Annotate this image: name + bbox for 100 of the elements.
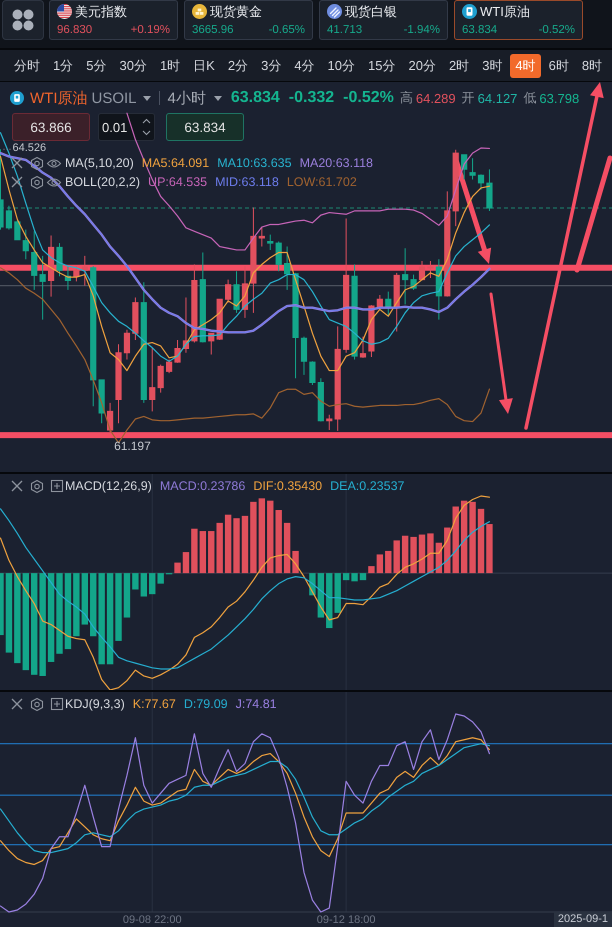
- candlestick: [225, 279, 232, 304]
- bar: [275, 510, 282, 574]
- price-field: 63.866: [12, 113, 90, 141]
- candlestick: [376, 294, 383, 310]
- candlestick: [478, 174, 484, 190]
- bar: [444, 528, 450, 574]
- bar: [124, 573, 130, 618]
- candlestick: [48, 235, 54, 298]
- text: K:77.67: [132, 697, 176, 711]
- bar: [460, 500, 468, 574]
- bar: [292, 550, 299, 574]
- candlestick: [132, 297, 138, 340]
- legend-title: MACD(12,26,9): [65, 479, 152, 493]
- candlestick: [343, 218, 350, 354]
- candlestick: [351, 264, 358, 360]
- bar: [200, 531, 206, 574]
- bar: [410, 536, 417, 574]
- text: 4时: [510, 54, 541, 78]
- bar: [174, 562, 181, 574]
- price-field: 63.834: [166, 113, 244, 141]
- candlestick: [334, 326, 341, 432]
- card: WTI原油 63.834 -0.52%: [454, 0, 583, 40]
- bar: [191, 528, 198, 574]
- candlestick: [276, 240, 282, 272]
- candlestick: [469, 158, 476, 180]
- bar: [427, 533, 434, 574]
- text: 日K: [193, 56, 215, 74]
- text: J:74.81: [236, 697, 277, 711]
- bar: [56, 573, 63, 654]
- text: 2025-09-1: [554, 912, 612, 927]
- candlestick: [124, 329, 130, 360]
- bar: [22, 573, 29, 670]
- text: 63.834: [230, 89, 280, 107]
- bar: [14, 573, 21, 664]
- text: LOW:61.702: [286, 175, 357, 189]
- text: 5分: [86, 56, 106, 74]
- annotation: MA(5,10,20): [65, 156, 134, 170]
- text: -0.52%: [343, 89, 394, 107]
- bar: [250, 502, 257, 574]
- bar: [469, 502, 476, 574]
- bar: [385, 550, 392, 574]
- candlestick: [309, 360, 316, 386]
- bar: [157, 573, 164, 584]
- text: 开: [462, 89, 475, 107]
- candlestick: [418, 260, 426, 280]
- candlestick: [115, 344, 122, 424]
- card: 现货白银 41.713 -1.94%: [319, 0, 448, 40]
- bar: [216, 522, 223, 574]
- text: 64.289: [416, 90, 456, 106]
- candlestick: [427, 260, 434, 278]
- bar: [64, 573, 72, 650]
- text: 2时: [448, 56, 470, 74]
- bar: [98, 573, 105, 664]
- candlestick: [90, 266, 96, 407]
- text: 1分: [53, 56, 74, 74]
- candlestick: [31, 230, 38, 290]
- chart-subtitle: USOIL: [92, 90, 137, 106]
- annotation: 64.526: [12, 142, 46, 154]
- candlestick: [360, 336, 366, 358]
- bar: [258, 498, 266, 574]
- text: 30分: [119, 56, 147, 74]
- bar: [394, 540, 400, 574]
- text: 6时: [548, 56, 569, 74]
- bar: [360, 573, 366, 580]
- candlestick: [258, 226, 265, 248]
- candlestick: [40, 255, 46, 320]
- bar: [267, 500, 274, 574]
- text: DEA:0.23537: [330, 479, 404, 493]
- text: 2分: [228, 56, 248, 74]
- candlestick: [284, 246, 290, 290]
- bar: [140, 573, 148, 597]
- candlestick: [444, 190, 450, 298]
- bar: [326, 573, 332, 628]
- bar: [402, 536, 408, 574]
- candlestick: [486, 168, 493, 212]
- bar: [351, 573, 358, 582]
- text: 4小时: [168, 88, 206, 108]
- text: MA20:63.118: [300, 156, 373, 170]
- text: 61.197: [114, 439, 152, 454]
- candlestick: [300, 336, 308, 376]
- candlestick: [149, 347, 156, 412]
- bar: [486, 524, 493, 574]
- bar: [82, 573, 88, 625]
- candlestick: [385, 291, 392, 317]
- bar: [182, 552, 190, 574]
- bar: [48, 573, 54, 662]
- bar: [334, 573, 341, 613]
- text: MA10:63.635: [217, 156, 292, 170]
- text: 8时: [582, 56, 602, 74]
- candlestick: [200, 252, 206, 344]
- bar: [90, 573, 96, 636]
- bar: [132, 573, 139, 590]
- card: 现货黄金 3665.96 -0.65%: [184, 0, 313, 40]
- candlestick: [250, 206, 256, 314]
- text: -0.332: [288, 89, 334, 107]
- text: 1时: [160, 56, 180, 74]
- text: 15分: [368, 56, 396, 74]
- bar: [208, 531, 214, 574]
- bar: [224, 514, 232, 574]
- x-tick-label: 09-12 18:00: [316, 914, 376, 926]
